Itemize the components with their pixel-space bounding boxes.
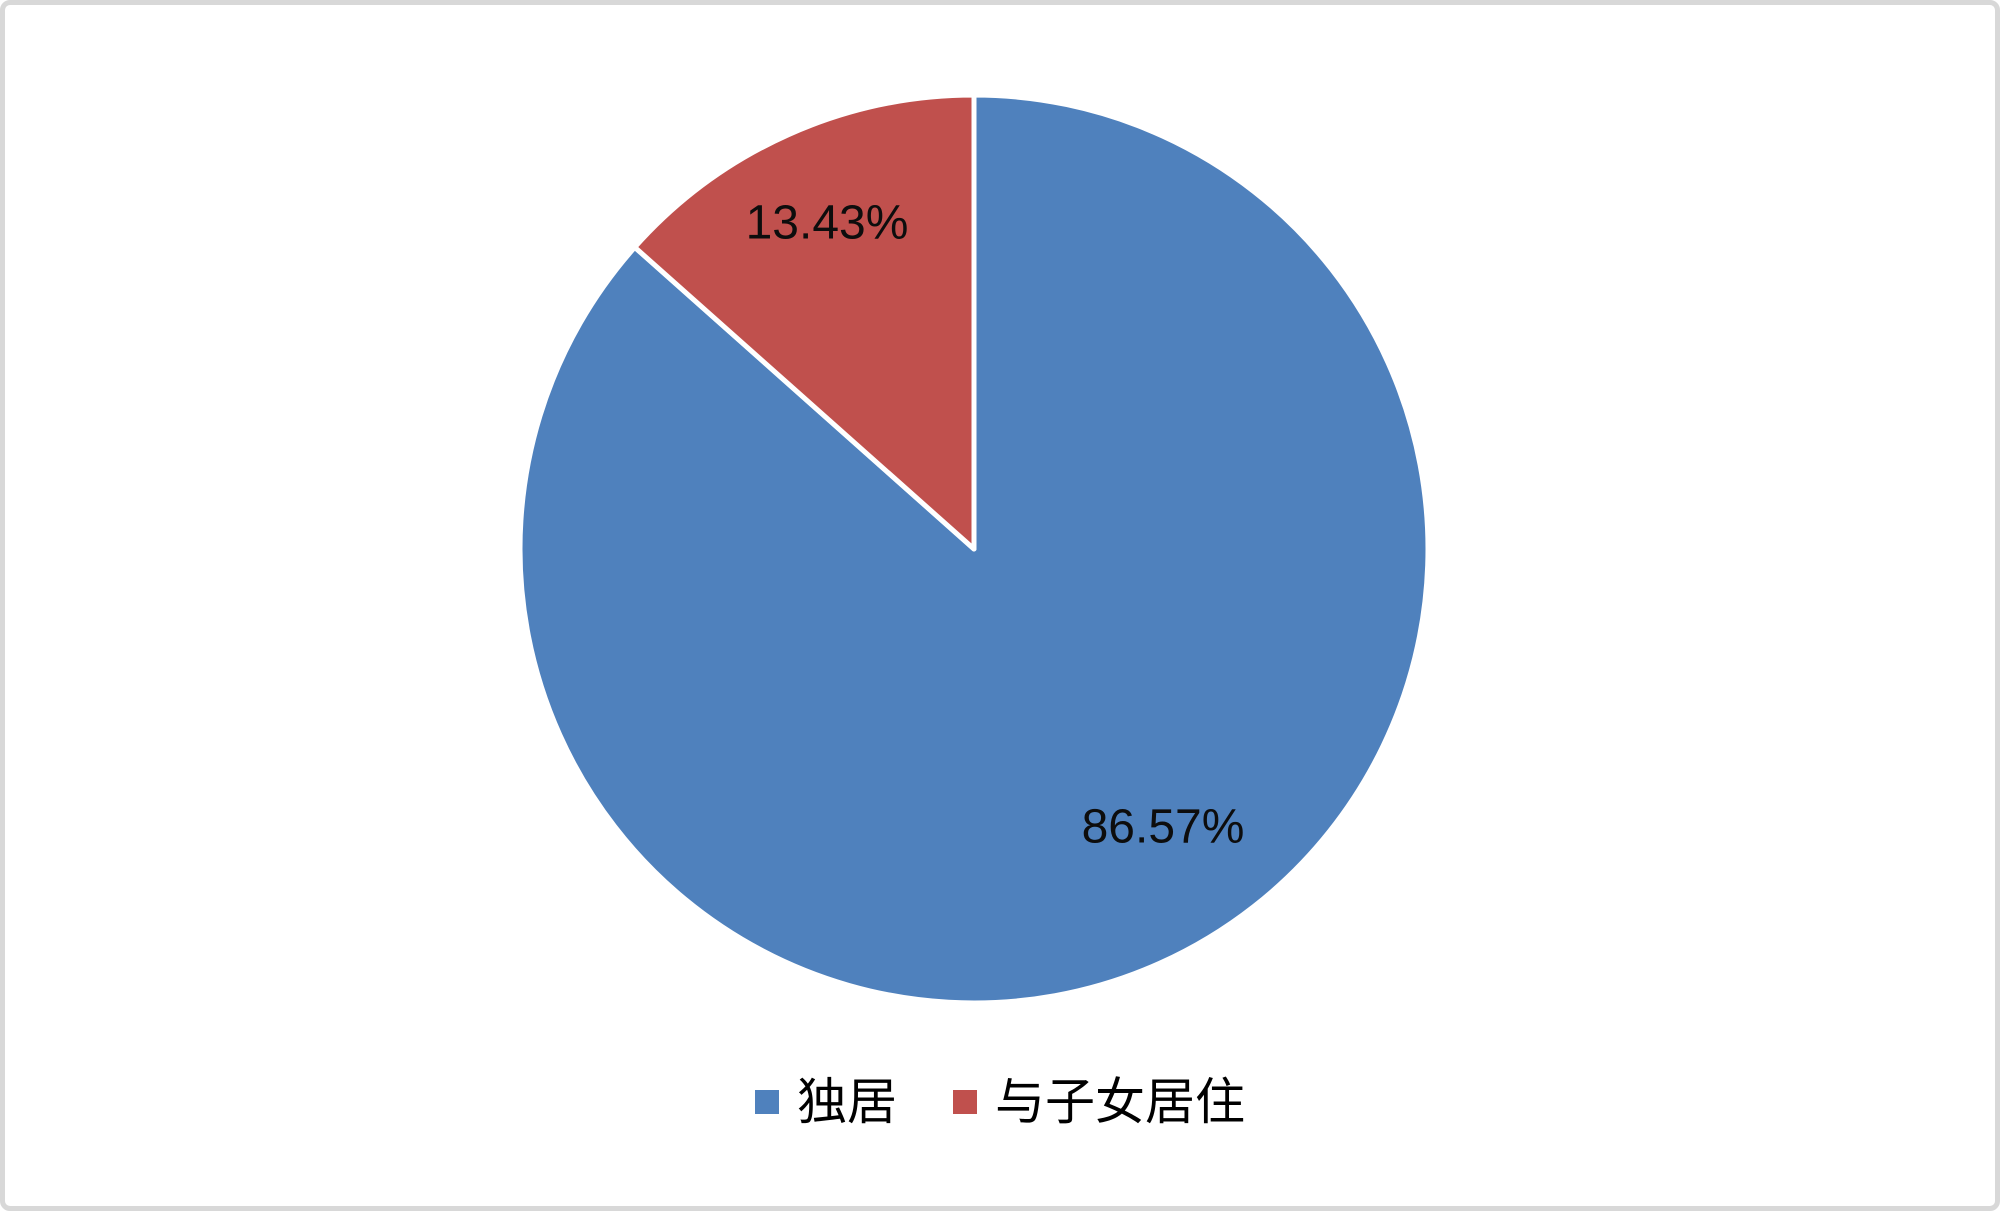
data-label-living-with-children: 13.43% bbox=[745, 196, 909, 250]
legend-label-living-alone: 独居 bbox=[797, 1074, 897, 1130]
pie-slice-1 bbox=[632, 92, 977, 552]
legend: 独居 与子女居住 bbox=[5, 1077, 1995, 1127]
legend-swatch-blue-icon bbox=[755, 1090, 779, 1114]
pie-chart bbox=[517, 92, 1431, 1006]
legend-label-living-with-children: 与子女居住 bbox=[995, 1074, 1245, 1130]
legend-item-living-alone: 独居 bbox=[755, 1077, 897, 1127]
legend-item-living-with-children: 与子女居住 bbox=[953, 1077, 1245, 1127]
pie-slices bbox=[517, 92, 1431, 1006]
data-label-living-alone: 86.57% bbox=[1081, 800, 1245, 854]
legend-swatch-red-icon bbox=[953, 1090, 977, 1114]
